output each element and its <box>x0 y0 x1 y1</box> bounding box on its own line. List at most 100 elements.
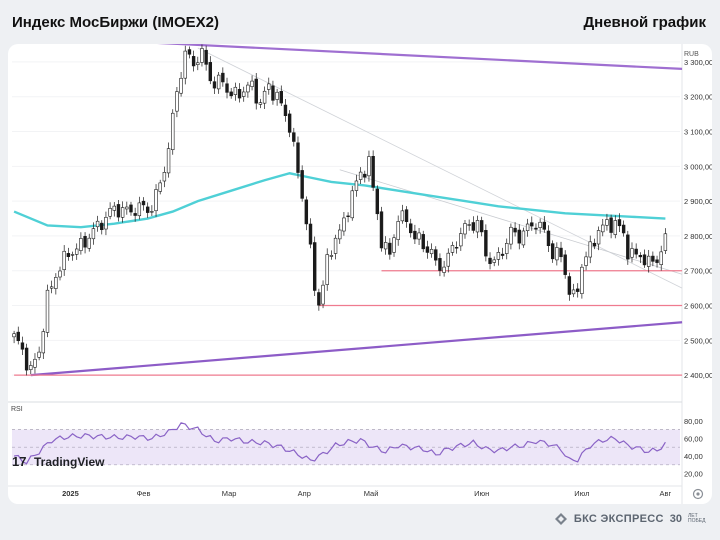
candle-up <box>54 277 58 289</box>
candle-down <box>225 83 229 93</box>
candle-down <box>404 209 409 222</box>
candle-down <box>20 342 25 350</box>
price-chart[interactable]: RUB 2 400,00 2 500,00 2 600,00 2 700,00 2 800… <box>8 44 712 504</box>
time-axis-label: Июл <box>574 489 589 498</box>
candle-up <box>41 331 46 354</box>
candle-up <box>396 221 400 240</box>
candle-up <box>538 221 542 228</box>
candle-up <box>459 233 463 247</box>
candle-down <box>212 81 217 89</box>
candle-down <box>237 89 242 99</box>
anniversary-number: 30 <box>669 513 682 525</box>
candle-up <box>580 266 584 294</box>
candle-up <box>33 358 37 368</box>
candle-down <box>621 224 626 234</box>
chart-card[interactable]: RUB 2 400,00 2 500,00 2 600,00 2 700,00 2 800… <box>8 44 712 504</box>
rsi-tick-label: 40,00 <box>684 452 703 461</box>
time-axis-label: Авг <box>660 489 672 498</box>
tradingview-logo-mark: 17 <box>12 454 26 469</box>
trendline-descending-1 <box>197 47 683 289</box>
candle-down <box>655 259 659 263</box>
candle-up <box>358 171 363 180</box>
candle-up <box>120 207 125 218</box>
candle-down <box>500 253 505 256</box>
trendline-lower-channel <box>30 321 683 377</box>
candle-down <box>488 257 492 264</box>
candle-up <box>571 289 576 295</box>
rsi-band <box>12 429 680 465</box>
candle-up <box>246 84 250 93</box>
candle-up <box>45 289 50 333</box>
candle-down <box>634 248 638 255</box>
candle-up <box>496 252 501 260</box>
candle-down <box>187 49 192 55</box>
candle-up <box>325 254 329 285</box>
candle-down <box>513 227 517 233</box>
candle-up <box>646 255 651 267</box>
candle-down <box>471 222 476 231</box>
candle-down <box>530 222 534 227</box>
candle-down <box>133 213 137 216</box>
candle-up <box>29 365 33 370</box>
candle-down <box>534 227 538 230</box>
candle-up <box>250 80 254 87</box>
candle-up <box>338 229 342 240</box>
candle-up <box>659 251 663 265</box>
candle-down <box>16 331 20 342</box>
candle-up <box>79 238 83 251</box>
candle-down <box>479 220 484 233</box>
candle-down <box>300 170 304 199</box>
candle-down <box>454 247 459 249</box>
candle-up <box>137 202 142 217</box>
trendline-upper-channel <box>157 44 683 70</box>
candle-up <box>162 172 167 182</box>
candle-down <box>559 247 563 258</box>
candle-up <box>333 237 338 254</box>
candle-up <box>663 233 668 251</box>
candle-up <box>112 205 116 211</box>
candle-down <box>279 91 283 104</box>
candle-down <box>421 234 425 250</box>
price-tick-label: 3 200,00 <box>684 93 712 102</box>
price-tick-label: 2 400,00 <box>684 371 712 380</box>
candle-down <box>609 217 613 233</box>
price-tick-label: 2 700,00 <box>684 267 712 276</box>
candle-up <box>505 243 509 254</box>
candle-up <box>70 254 75 256</box>
moving-average-line <box>13 172 666 229</box>
candle-up <box>158 182 162 192</box>
candle-up <box>354 180 359 191</box>
candle-down <box>141 200 146 206</box>
candle-down <box>208 62 213 82</box>
candle-down <box>434 249 438 261</box>
candle-up <box>12 333 16 338</box>
settings-gear-icon[interactable] <box>692 488 704 500</box>
candle-up <box>62 250 66 270</box>
price-tick-label: 3 000,00 <box>684 162 712 171</box>
brand-footer: БКС ЭКСПРЕСС 30 ЛЕТ ПОБЕД <box>554 508 706 530</box>
candle-up <box>104 216 108 230</box>
candle-down <box>542 221 547 230</box>
time-axis-label: Май <box>364 489 379 498</box>
candle-up <box>492 259 496 263</box>
candle-up <box>392 237 396 253</box>
candle-down <box>517 229 521 244</box>
candle-down <box>388 242 392 255</box>
candle-down <box>129 204 133 213</box>
candle-down <box>283 104 288 116</box>
candle-up <box>467 224 471 226</box>
candle-down <box>271 85 275 101</box>
candle-down <box>550 243 555 260</box>
currency-label: RUB <box>684 51 699 58</box>
brand-name: БКС ЭКСПРЕСС <box>573 513 664 525</box>
time-axis-label: Апр <box>298 489 311 498</box>
candle-up <box>601 224 605 233</box>
price-tick-label: 2 500,00 <box>684 336 712 345</box>
candle-up <box>450 245 455 253</box>
candle-up <box>525 223 530 231</box>
rsi-label: RSI <box>11 406 23 413</box>
rsi-tick-label: 80,00 <box>684 417 703 426</box>
candle-down <box>292 132 296 142</box>
tradingview-watermark: 17 TradingView <box>12 454 105 469</box>
candle-down <box>66 253 71 257</box>
